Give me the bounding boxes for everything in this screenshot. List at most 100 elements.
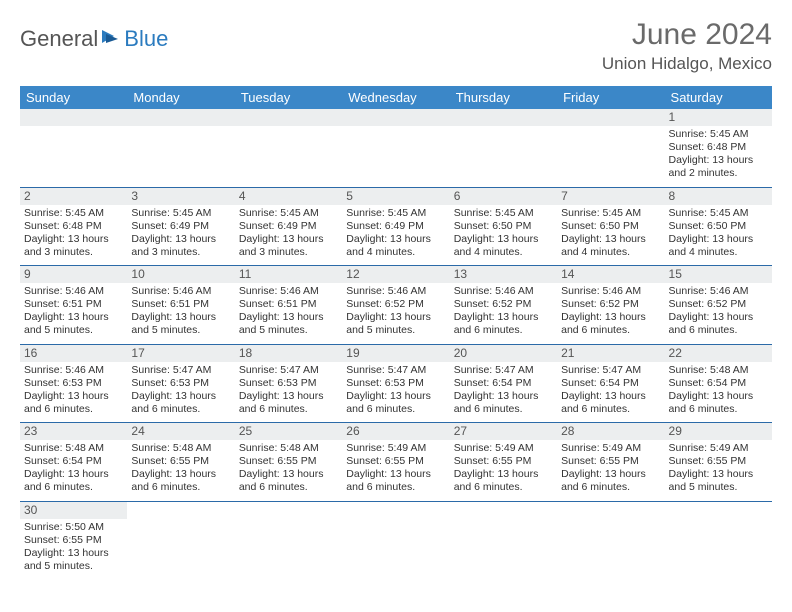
title-block: June 2024 Union Hidalgo, Mexico (602, 18, 772, 74)
calendar-day-cell: 19Sunrise: 5:47 AMSunset: 6:53 PMDayligh… (342, 344, 449, 423)
sunrise-line: Sunrise: 5:47 AM (239, 364, 338, 377)
calendar-day-cell: 13Sunrise: 5:46 AMSunset: 6:52 PMDayligh… (450, 266, 557, 345)
empty-day-strip (450, 109, 557, 126)
calendar-body: 1Sunrise: 5:45 AMSunset: 6:48 PMDaylight… (20, 109, 772, 579)
sunset-line: Sunset: 6:55 PM (131, 455, 230, 468)
daylight-line: Daylight: 13 hours and 6 minutes. (131, 468, 230, 494)
sunset-line: Sunset: 6:48 PM (669, 141, 768, 154)
calendar-day-cell: 6Sunrise: 5:45 AMSunset: 6:50 PMDaylight… (450, 187, 557, 266)
daylight-line: Daylight: 13 hours and 5 minutes. (24, 547, 123, 573)
sunset-line: Sunset: 6:55 PM (24, 534, 123, 547)
sunrise-line: Sunrise: 5:45 AM (669, 207, 768, 220)
day-number: 11 (235, 266, 342, 283)
empty-day-strip (342, 109, 449, 126)
calendar-day-cell: 26Sunrise: 5:49 AMSunset: 6:55 PMDayligh… (342, 423, 449, 502)
calendar-day-cell: 10Sunrise: 5:46 AMSunset: 6:51 PMDayligh… (127, 266, 234, 345)
day-number: 14 (557, 266, 664, 283)
calendar-day-cell: 30Sunrise: 5:50 AMSunset: 6:55 PMDayligh… (20, 501, 127, 579)
calendar-day-cell: 12Sunrise: 5:46 AMSunset: 6:52 PMDayligh… (342, 266, 449, 345)
sunrise-line: Sunrise: 5:45 AM (346, 207, 445, 220)
calendar-week-row: 2Sunrise: 5:45 AMSunset: 6:48 PMDaylight… (20, 187, 772, 266)
daylight-line: Daylight: 13 hours and 4 minutes. (561, 233, 660, 259)
calendar-day-cell: 1Sunrise: 5:45 AMSunset: 6:48 PMDaylight… (665, 109, 772, 187)
sunset-line: Sunset: 6:54 PM (24, 455, 123, 468)
weekday-header: Wednesday (342, 86, 449, 109)
sunrise-line: Sunrise: 5:47 AM (346, 364, 445, 377)
sunrise-line: Sunrise: 5:47 AM (561, 364, 660, 377)
sunset-line: Sunset: 6:49 PM (346, 220, 445, 233)
weekday-header: Thursday (450, 86, 557, 109)
daylight-line: Daylight: 13 hours and 6 minutes. (669, 311, 768, 337)
calendar-day-cell: 15Sunrise: 5:46 AMSunset: 6:52 PMDayligh… (665, 266, 772, 345)
calendar-week-row: 1Sunrise: 5:45 AMSunset: 6:48 PMDaylight… (20, 109, 772, 187)
empty-day-strip (20, 109, 127, 126)
sunrise-line: Sunrise: 5:48 AM (24, 442, 123, 455)
header: General Blue June 2024 Union Hidalgo, Me… (20, 18, 772, 74)
calendar-day-cell: 9Sunrise: 5:46 AMSunset: 6:51 PMDaylight… (20, 266, 127, 345)
calendar-day-cell: 21Sunrise: 5:47 AMSunset: 6:54 PMDayligh… (557, 344, 664, 423)
day-number: 22 (665, 345, 772, 362)
sunset-line: Sunset: 6:54 PM (561, 377, 660, 390)
calendar-empty-cell (20, 109, 127, 187)
daylight-line: Daylight: 13 hours and 5 minutes. (346, 311, 445, 337)
sunrise-line: Sunrise: 5:49 AM (669, 442, 768, 455)
sunrise-line: Sunrise: 5:48 AM (131, 442, 230, 455)
weekday-header: Sunday (20, 86, 127, 109)
calendar-week-row: 16 Sunrise: 5:46 AM Sunset: 6:53 PM Dayligh… (20, 344, 772, 423)
sunset-line: Sunset: 6:55 PM (239, 455, 338, 468)
sunrise-line: Sunrise: 5:49 AM (346, 442, 445, 455)
sunset-line: Sunset: 6:52 PM (346, 298, 445, 311)
day-number: 17 (127, 345, 234, 362)
calendar-empty-cell (342, 109, 449, 187)
calendar-day-cell: 5Sunrise: 5:45 AMSunset: 6:49 PMDaylight… (342, 187, 449, 266)
brand-part1: General (20, 26, 98, 52)
calendar-table: SundayMondayTuesdayWednesdayThursdayFrid… (20, 86, 772, 579)
day-number: 19 (342, 345, 449, 362)
day-number: 9 (20, 266, 127, 283)
calendar-day-cell: 28Sunrise: 5:49 AMSunset: 6:55 PMDayligh… (557, 423, 664, 502)
daylight-line: Daylight: 13 hours and 5 minutes. (131, 311, 230, 337)
day-number: 16 (20, 345, 127, 362)
calendar-empty-cell (127, 109, 234, 187)
sunrise-line: Sunrise: 5:45 AM (24, 207, 123, 220)
calendar-day-cell: 7Sunrise: 5:45 AMSunset: 6:50 PMDaylight… (557, 187, 664, 266)
sunset-line: Sunset: 6:48 PM (24, 220, 123, 233)
sunset-line: Sunset: 6:50 PM (561, 220, 660, 233)
sunset-line: Sunset: 6:53 PM (131, 377, 230, 390)
calendar-day-cell: 22Sunrise: 5:48 AMSunset: 6:54 PMDayligh… (665, 344, 772, 423)
brand-logo: General Blue (20, 18, 168, 52)
calendar-week-row: 30Sunrise: 5:50 AMSunset: 6:55 PMDayligh… (20, 501, 772, 579)
day-number: 6 (450, 188, 557, 205)
daylight-line: Daylight: 13 hours and 6 minutes. (239, 468, 338, 494)
sunrise-line: Sunrise: 5:49 AM (454, 442, 553, 455)
day-number: 29 (665, 423, 772, 440)
daylight-line: Daylight: 13 hours and 4 minutes. (346, 233, 445, 259)
sunrise-line: Sunrise: 5:46 AM (346, 285, 445, 298)
daylight-line: Daylight: 13 hours and 6 minutes. (346, 468, 445, 494)
sunset-line: Sunset: 6:53 PM (346, 377, 445, 390)
calendar-day-cell: 25Sunrise: 5:48 AMSunset: 6:55 PMDayligh… (235, 423, 342, 502)
sunrise-line: Sunrise: 5:45 AM (239, 207, 338, 220)
sunset-line: Sunset: 6:54 PM (669, 377, 768, 390)
calendar-empty-cell (127, 501, 234, 579)
daylight-line: Daylight: 13 hours and 6 minutes. (24, 468, 123, 494)
empty-day-strip (127, 109, 234, 126)
weekday-header-row: SundayMondayTuesdayWednesdayThursdayFrid… (20, 86, 772, 109)
daylight-line: Daylight: 13 hours and 6 minutes. (561, 468, 660, 494)
day-number: 15 (665, 266, 772, 283)
calendar-day-cell: 2Sunrise: 5:45 AMSunset: 6:48 PMDaylight… (20, 187, 127, 266)
calendar-day-cell: 3Sunrise: 5:45 AMSunset: 6:49 PMDaylight… (127, 187, 234, 266)
day-number: 1 (665, 109, 772, 126)
daylight-line: Daylight: 13 hours and 4 minutes. (669, 233, 768, 259)
sunrise-line: Sunrise: 5:50 AM (24, 521, 123, 534)
calendar-empty-cell (235, 109, 342, 187)
sunset-line: Sunset: 6:51 PM (131, 298, 230, 311)
sunset-line: Sunset: 6:55 PM (561, 455, 660, 468)
calendar-day-cell: 11Sunrise: 5:46 AMSunset: 6:51 PMDayligh… (235, 266, 342, 345)
calendar-day-cell: 16Sunrise: 5:46 AMSunset: 6:53 PMDayligh… (20, 344, 127, 423)
sunrise-line: Sunrise: 5:46 AM (24, 364, 123, 377)
calendar-day-cell: 29Sunrise: 5:49 AMSunset: 6:55 PMDayligh… (665, 423, 772, 502)
day-number: 24 (127, 423, 234, 440)
daylight-line: Daylight: 13 hours and 6 minutes. (669, 390, 768, 416)
empty-day-strip (557, 109, 664, 126)
